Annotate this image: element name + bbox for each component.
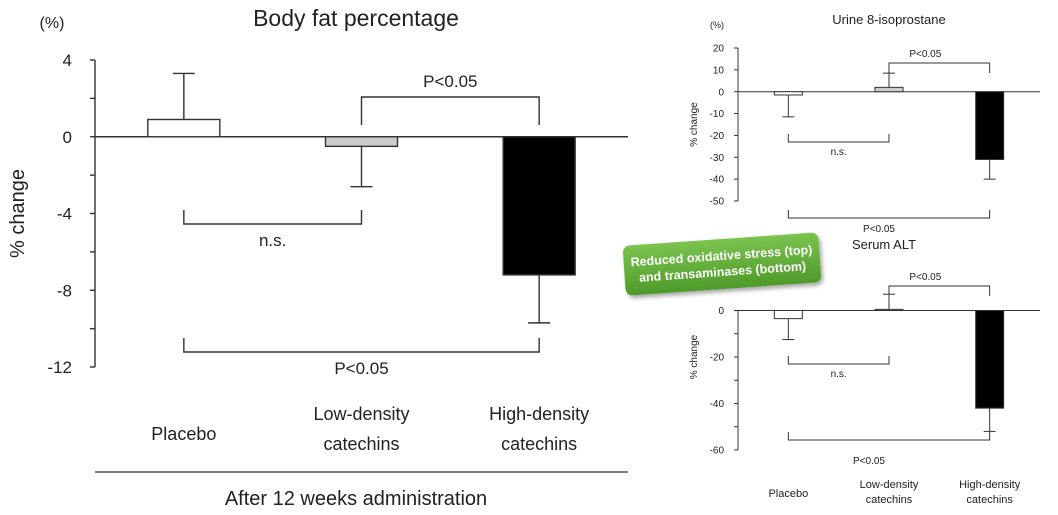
chart2-y-tick-label: -50 [710, 197, 725, 208]
chart2-bracket-label-2: P<0.05 [863, 224, 895, 235]
chart3-bar [773, 310, 803, 320]
chart2-bracket-label-0: P<0.05 [909, 49, 941, 60]
chart1-y-tick-label: -12 [47, 358, 72, 377]
chart1-title: Body fat percentage [253, 5, 459, 31]
chart1-bracket-label-0: P<0.05 [423, 72, 477, 91]
chart3-bar [975, 310, 1005, 409]
chart3-bracket-label-0: P<0.05 [909, 272, 941, 283]
chart3-bracket-2 [787, 432, 991, 441]
chart3-y-tick-label: -60 [710, 446, 725, 457]
chart2-y-tick-label: 20 [713, 44, 725, 55]
chart2-bar [773, 91, 803, 96]
chart2-title: Urine 8-isoprostane [832, 12, 945, 27]
chart2-bracket-2 [787, 210, 991, 219]
chart2-bracket-1 [787, 134, 890, 143]
chart1-y-tick-label: 0 [63, 128, 72, 147]
chart2-y-tick-label: 0 [718, 87, 724, 98]
chart1-bracket-0 [360, 96, 540, 125]
chart3-bracket-1 [787, 356, 890, 365]
chart2-bar [975, 91, 1005, 160]
chart3-bar [874, 308, 904, 311]
chart3-y-tick-label: -20 [710, 353, 725, 364]
chart1-category-label: High-density [489, 404, 589, 424]
chart3-bracket-0 [888, 285, 991, 296]
chart2-y-axis-label: % change [689, 102, 700, 147]
chart3-y-tick-label: 0 [718, 306, 724, 317]
chart3-y-tick-label: -40 [710, 399, 725, 410]
chart2-y-tick-label: -40 [710, 175, 725, 186]
chart3-title: Serum ALT [852, 237, 916, 252]
chart1-category-label: catechins [323, 434, 399, 454]
chart3-category-label: High-density [959, 479, 1021, 491]
chart1-bracket-1 [183, 210, 363, 225]
chart1-bar [502, 136, 576, 276]
chart1-category-label: Placebo [151, 424, 216, 444]
chart1-category-label: Low-density [313, 404, 409, 424]
chart3-y-axis-label: % change [689, 334, 700, 379]
chart1-bar [147, 118, 221, 138]
chart1-y-tick-label: -8 [57, 281, 72, 300]
chart2-y-tick-label: -30 [710, 153, 725, 164]
chart2-bracket-label-1: n.s. [831, 147, 847, 158]
chart2-y-tick-label: 10 [713, 65, 725, 76]
chart1-bracket-label-1: n.s. [259, 231, 286, 250]
chart1-y-tick-label: 4 [63, 51, 72, 70]
chart2-unit-label: (%) [710, 20, 724, 30]
chart2-bracket-0 [888, 62, 991, 73]
chart3-category-label: Low-density [860, 479, 919, 491]
chart1-category-label: catechins [501, 434, 577, 454]
chart3-category-label: catechins [966, 494, 1013, 506]
chart1-bar [324, 136, 399, 148]
chart3-category-label: catechins [866, 494, 913, 506]
chart1-bracket-2 [183, 338, 540, 353]
chart3-category-label: Placebo [768, 488, 808, 500]
chart1-y-axis-label: % change [7, 169, 29, 258]
chart3-bracket-label-2: P<0.05 [853, 456, 885, 467]
chart2-y-tick-label: -10 [710, 109, 725, 120]
chart3-bracket-label-1: n.s. [831, 369, 847, 380]
chart2-y-tick-label: -20 [710, 131, 725, 142]
chart1-y-tick-label: -4 [57, 205, 72, 224]
chart2-bar [874, 86, 904, 93]
chart1-x-axis-caption: After 12 weeks administration [225, 488, 487, 510]
chart1-bracket-label-2: P<0.05 [334, 359, 388, 378]
chart1-unit-label: (%) [40, 15, 65, 32]
